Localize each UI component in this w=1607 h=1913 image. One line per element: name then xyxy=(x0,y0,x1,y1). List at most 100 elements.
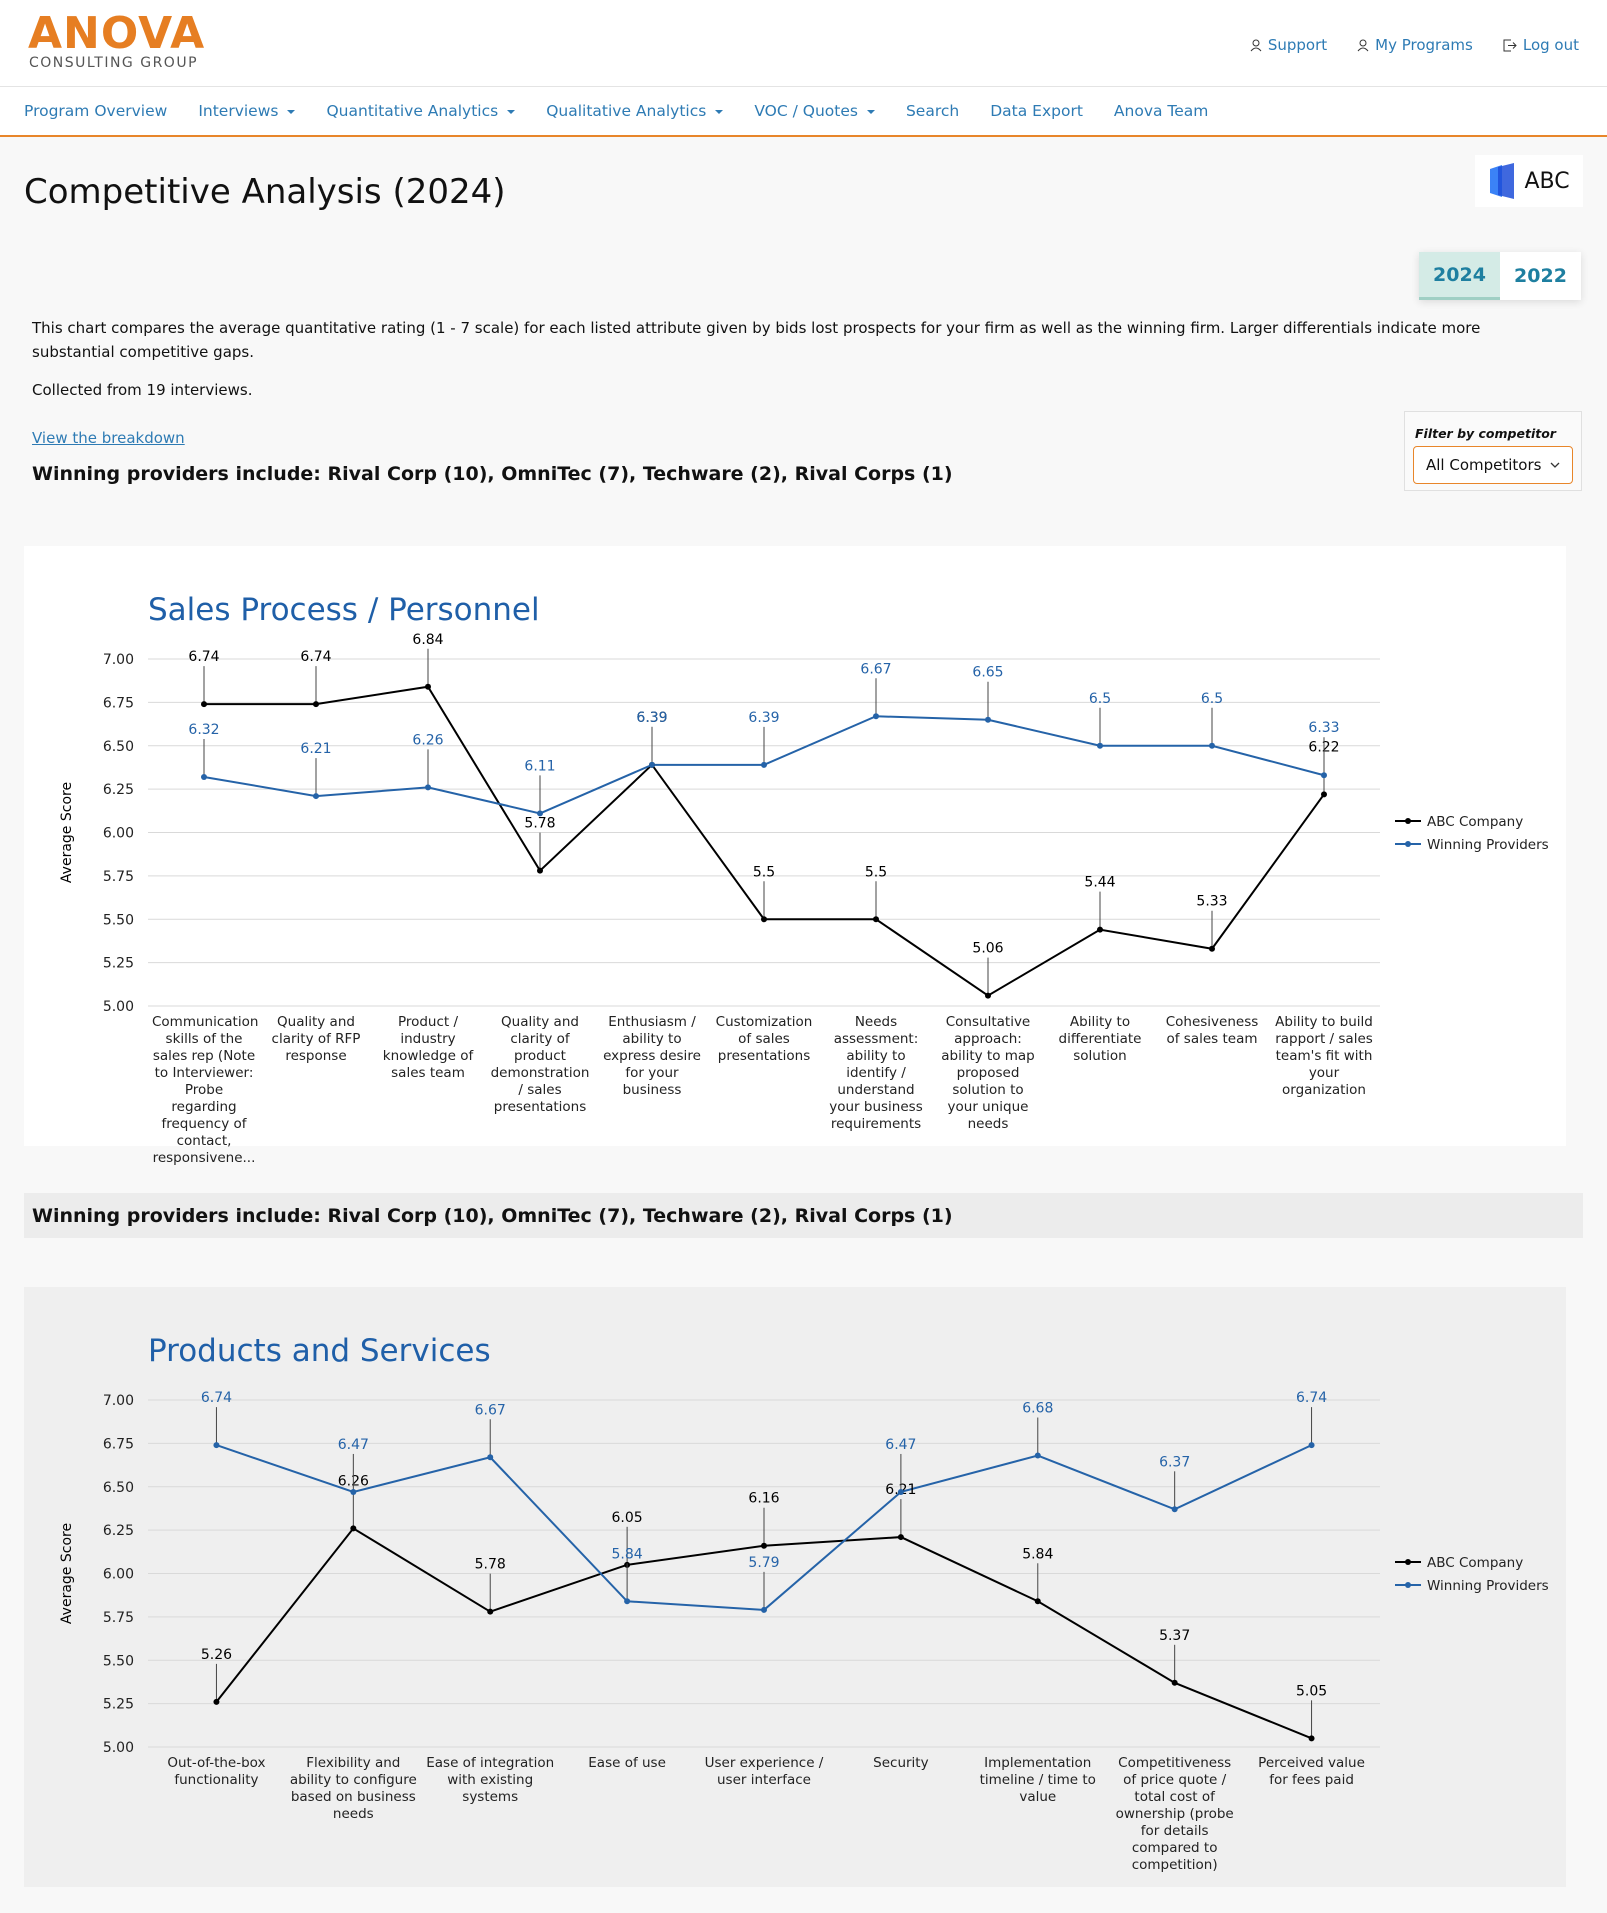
data-label: 5.84 xyxy=(612,1546,643,1562)
point xyxy=(425,784,431,791)
data-label: 6.32 xyxy=(188,722,219,738)
data-label: 6.68 xyxy=(1022,1401,1053,1417)
point xyxy=(350,1525,357,1532)
point xyxy=(201,773,207,780)
data-label: 6.74 xyxy=(300,649,331,665)
data-label: 6.65 xyxy=(972,665,1003,681)
point xyxy=(873,916,879,923)
nav-item[interactable]: Anova Team xyxy=(1113,102,1209,120)
point xyxy=(761,761,767,768)
chart-title: Sales Process / Personnel xyxy=(148,592,540,628)
programs-link[interactable]: My Programs xyxy=(1357,36,1473,54)
tab[interactable]: 2024 xyxy=(1419,252,1500,300)
point xyxy=(1308,1735,1315,1742)
data-label: 5.78 xyxy=(475,1557,506,1573)
point xyxy=(761,1606,767,1613)
legend-dot xyxy=(1405,1559,1411,1565)
nav-item[interactable]: Program Overview xyxy=(24,102,168,120)
nav-item[interactable]: VOC / Quotes xyxy=(754,102,875,120)
y-axis-label: Average Score xyxy=(59,1523,75,1624)
chart-panel: Products and Services Average Score 5.00 5.… xyxy=(24,1287,1566,1887)
description: This chart compares the average quantita… xyxy=(32,319,1481,361)
y-tick-label: 6.25 xyxy=(103,1523,134,1539)
legend-label: ABC Company xyxy=(1427,1555,1523,1571)
data-label: 5.78 xyxy=(524,816,555,832)
point xyxy=(985,992,991,999)
chevron xyxy=(1550,462,1560,468)
y-tick-label: 5.75 xyxy=(103,1610,134,1626)
data-label: 6.74 xyxy=(201,1390,232,1406)
x-tick-label: Enthusiasm / ability to express desire f… xyxy=(603,1014,701,1098)
point xyxy=(1209,742,1215,749)
x-tick-label: Quality and clarity of RFP response xyxy=(271,1014,361,1064)
point xyxy=(1097,742,1103,749)
point xyxy=(1321,791,1327,798)
collected-note: Collected from 19 interviews. xyxy=(32,381,253,399)
chart-title: Products and Services xyxy=(148,1333,491,1369)
link-text[interactable]: Support xyxy=(1267,36,1328,54)
nav-item[interactable]: Interviews xyxy=(198,102,295,120)
data-label: 5.44 xyxy=(1084,875,1115,891)
legend-label: Winning Providers xyxy=(1427,1578,1549,1594)
nav-item[interactable]: Qualitative Analytics xyxy=(546,102,723,120)
y-tick-label: 6.50 xyxy=(103,1480,134,1496)
data-label: 5.33 xyxy=(1196,894,1227,910)
data-label: 5.84 xyxy=(1022,1546,1053,1562)
nav-item[interactable]: Quantitative Analytics xyxy=(326,102,515,120)
support-link[interactable]: Support xyxy=(1250,36,1327,54)
point xyxy=(313,793,319,800)
data-label: 5.37 xyxy=(1159,1628,1190,1644)
logo-icon xyxy=(1490,163,1515,199)
legend-dot xyxy=(1405,841,1411,847)
tab[interactable]: 2022 xyxy=(1500,252,1581,300)
y-tick-label: 5.25 xyxy=(103,1697,134,1713)
data-label: 5.5 xyxy=(753,864,775,880)
y-tick-label: 5.75 xyxy=(103,869,134,885)
point xyxy=(1171,1679,1178,1686)
chart: Products and Services Average Score 5.00 5.… xyxy=(59,1333,1549,1756)
nav-item[interactable]: Data Export xyxy=(990,102,1083,120)
link-text[interactable]: Log out xyxy=(1522,36,1579,54)
x-tick-label: Perceived value for fees paid xyxy=(1258,1755,1365,1788)
y-tick-label: 5.25 xyxy=(103,956,134,972)
data-label: 6.05 xyxy=(612,1510,643,1526)
y-tick-label: 6.00 xyxy=(103,1567,134,1583)
nav-item[interactable]: Search xyxy=(905,102,960,120)
data-label: 5.06 xyxy=(972,941,1003,957)
x-tick-label: Ability to differentiate solution xyxy=(1058,1014,1142,1064)
nav-bar: Program Overview Interviews Quantitative… xyxy=(0,87,1607,137)
x-tick-label: Ease of use xyxy=(588,1755,666,1771)
x-tick-label: Product / industry knowledge of sales te… xyxy=(382,1014,474,1081)
client-name: ABC xyxy=(1524,168,1570,194)
page-title: Competitive Analysis (2024) xyxy=(24,172,506,212)
breakdown-link[interactable]: View the breakdown xyxy=(32,429,185,447)
y-tick-label: 5.50 xyxy=(103,1653,134,1669)
point xyxy=(761,1542,767,1549)
filter-label: Filter by competitor xyxy=(1415,426,1556,441)
legend-label: ABC Company xyxy=(1427,814,1523,830)
y-tick-label: 6.25 xyxy=(103,782,134,798)
logout-link[interactable]: Log out xyxy=(1503,36,1579,54)
legend-dot xyxy=(1405,1582,1411,1588)
x-tick-label: Out-of-the-box functionality xyxy=(167,1755,266,1788)
link-text[interactable]: My Programs xyxy=(1375,36,1473,54)
filter: Filter by competitor All Competitors xyxy=(1404,411,1582,491)
x-tick-label: Implementation timeline / time to value xyxy=(979,1755,1096,1805)
header: ANOVA CONSULTING GROUP Support My Progra… xyxy=(0,0,1607,87)
point xyxy=(1097,926,1103,933)
point xyxy=(425,683,431,690)
x-tick-label: Competitiveness of price quote / total c… xyxy=(1115,1755,1234,1873)
logo[interactable]: ANOVA xyxy=(28,8,206,59)
logo-subtitle: CONSULTING GROUP xyxy=(29,55,199,71)
point xyxy=(213,1698,220,1705)
data-label: 6.39 xyxy=(636,710,667,726)
y-tick-label: 6.50 xyxy=(103,739,134,755)
point xyxy=(1209,945,1215,952)
data-label: 5.26 xyxy=(201,1647,232,1663)
filter-select[interactable]: All Competitors xyxy=(1413,446,1573,484)
data-label: 6.84 xyxy=(412,632,443,648)
data-label: 6.67 xyxy=(860,661,891,677)
filter-value[interactable]: All Competitors xyxy=(1426,456,1542,474)
data-label: 6.67 xyxy=(475,1402,506,1418)
